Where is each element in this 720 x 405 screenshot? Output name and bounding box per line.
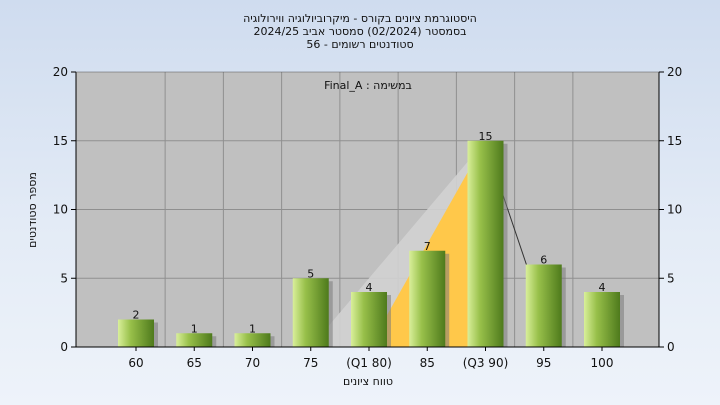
bar-85 xyxy=(409,250,446,347)
bar-value-label: 15 xyxy=(479,130,493,143)
bars xyxy=(118,140,624,347)
bar-65 xyxy=(176,333,213,347)
x-tick-label: 100 xyxy=(591,356,614,370)
x-tick-label: (Q1 80) xyxy=(346,356,392,370)
bar-q390 xyxy=(467,140,504,347)
bar-value-label: 4 xyxy=(366,281,373,294)
bar-70 xyxy=(234,333,271,347)
y-tick-label-right: 20 xyxy=(667,65,682,79)
y-tick-label-right: 0 xyxy=(667,340,675,354)
y-tick-label-right: 15 xyxy=(667,134,682,148)
chart-title-line-2: בסמסטר (02/2024) סמסטר אביב 2024/25 xyxy=(253,25,466,38)
chart-title-line-1: היסטוגרמת ציונים בקורס - מיקרוביולוגיה ו… xyxy=(243,12,477,25)
y-tick-label: 10 xyxy=(53,203,68,217)
x-tick-label: 60 xyxy=(128,356,143,370)
bar-60 xyxy=(118,319,154,347)
bar-value-label: 1 xyxy=(249,322,256,335)
x-tick-label: 70 xyxy=(245,356,260,370)
task-annotation: במשימה : Final_A xyxy=(324,79,412,92)
bar-value-label: 6 xyxy=(540,254,547,267)
x-axis-title: טווח ציונים xyxy=(343,375,393,388)
y-tick-label: 20 xyxy=(53,65,68,79)
bar-value-label: 7 xyxy=(424,240,431,253)
bar-75 xyxy=(292,278,329,347)
y-tick-label-right: 10 xyxy=(667,203,682,217)
y-tick-label: 0 xyxy=(60,340,68,354)
bar-value-label: 2 xyxy=(133,309,140,322)
bar-100 xyxy=(584,292,620,347)
x-tick-label: 65 xyxy=(187,356,202,370)
bar-value-label: 4 xyxy=(599,281,606,294)
y-axis-left-ticks: 0 5 10 15 20 xyxy=(53,65,76,354)
y-axis-right-ticks: 0 5 10 15 20 xyxy=(659,65,682,354)
y-tick-label-right: 5 xyxy=(667,271,675,285)
quartile-area xyxy=(369,140,486,347)
y-tick-label: 5 xyxy=(60,271,68,285)
bar-q180 xyxy=(351,292,387,347)
bar-95 xyxy=(525,264,562,347)
x-tick-label: 75 xyxy=(303,356,318,370)
gridlines xyxy=(76,72,659,347)
bar-value-label: 5 xyxy=(307,267,314,280)
y-axis-title: מספר סטודנטים xyxy=(26,172,39,248)
x-tick-label: 95 xyxy=(536,356,551,370)
chart-title-line-3: סטודנטים רשומים - 56 xyxy=(306,38,413,51)
y-tick-label: 15 xyxy=(53,134,68,148)
x-tick-label: 85 xyxy=(420,356,435,370)
chart-title: היסטוגרמת ציונים בקורס - מיקרוביולוגיה ו… xyxy=(243,12,477,51)
x-axis-tick-labels: 60 65 70 75 (Q1 80) 85 (Q3 90) 95 100 xyxy=(128,347,613,370)
bar-value-label: 1 xyxy=(191,322,198,335)
axes xyxy=(75,71,660,348)
x-tick-label: (Q3 90) xyxy=(463,356,509,370)
